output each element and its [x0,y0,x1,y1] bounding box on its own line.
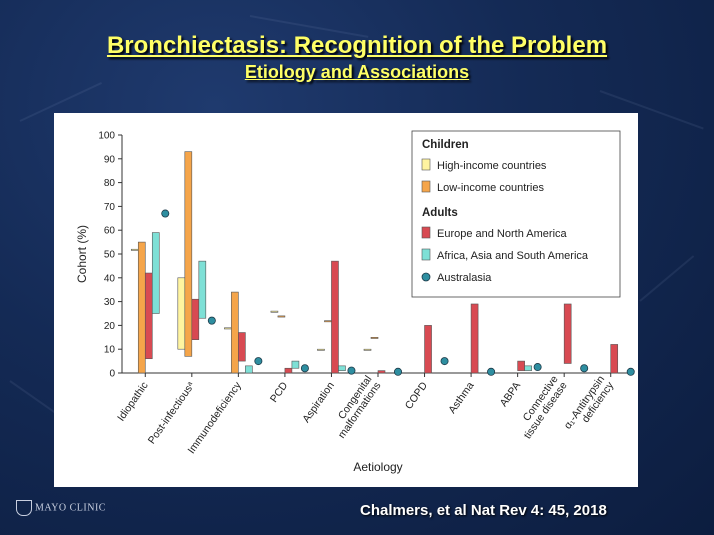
legend-swatch [421,248,431,261]
data-bar [563,303,572,364]
x-tick-label: Post-infectiousa [146,380,198,447]
x-tick-label-line: Idiopathic [115,380,151,424]
data-bar [338,365,346,371]
x-tick-label-line: Post-infectious [146,383,195,446]
x-tick-label: PCD [268,379,291,404]
data-point [533,363,542,372]
x-tick-label: Connectivetissue disease [513,373,570,441]
data-bar [238,332,246,362]
legend-label: Africa, Asia and South America [437,250,589,262]
data-point [207,316,216,325]
data-bar [231,291,239,374]
citation: Chalmers, et al Nat Rev 4: 45, 2018 [360,502,607,519]
x-tick-label: COPD [403,380,430,412]
x-axis-label: Aetiology [353,460,402,474]
x-tick-label-line: PCD [268,379,291,404]
y-axis-label: Cohort (%) [75,225,89,283]
data-bar [424,325,432,374]
logo-text: MAYO CLINIC [35,502,106,514]
data-bar [331,260,339,374]
legend-heading-adults: Adults [422,207,458,219]
data-bar [524,365,532,371]
background-streak [639,255,695,302]
data-bar [363,348,372,351]
y-tick-label: 10 [104,345,116,356]
data-bar [151,232,160,314]
data-point [626,367,635,376]
data-bar [144,272,153,360]
data-bar [177,277,186,350]
chart-panel: 0 10 20 30 40 50 60 70 80 90 100 Cohort (%) Aetiolog… [54,113,638,487]
data-bar [184,151,193,357]
data-point [347,366,356,375]
x-tick-label-line: ABPA [498,380,523,409]
bar-chart: 0 10 20 30 40 50 60 70 80 90 100 Cohort (%) Aetiolog… [75,130,635,474]
legend-swatch [421,180,431,193]
x-tick-label: Aspiration [300,380,337,425]
y-tick-label: 60 [104,226,116,237]
legend-label: Europe and North America [437,228,568,240]
data-bar [284,367,293,374]
data-bar [198,260,207,319]
data-bar [317,348,325,351]
legend-box [411,130,621,298]
x-tick-label: Asthma [446,380,476,416]
data-bar [470,303,479,374]
y-tick-label: 80 [104,178,116,189]
data-bar [245,365,253,374]
data-point [487,367,496,376]
data-bar [224,327,232,330]
data-bar [610,344,619,374]
slide-subtitle: Etiology and Associations [244,62,470,82]
data-point [393,367,402,376]
x-tick-label-line: Aspiration [300,380,337,425]
legend-label: Australasia [437,272,492,284]
y-tick-label: 20 [104,321,116,332]
legend-swatch [421,226,431,239]
data-bar [270,310,279,313]
data-bar [277,315,286,318]
data-bar [291,360,300,369]
slide-title: Bronchiectasis: Recognition of the Probl… [106,32,608,59]
data-bar [130,248,139,251]
data-point [254,357,263,366]
data-bar [137,241,146,374]
data-bar [370,337,379,339]
x-tick-label-line: COPD [403,380,430,412]
data-bar [191,298,200,340]
data-bar [324,320,332,323]
y-tick-label: 100 [98,131,115,142]
y-tick-label: 50 [104,250,116,261]
legend-heading-children: Children [422,139,469,151]
data-bar [377,370,386,374]
data-point [440,357,449,366]
x-tick-label: Idiopathic [115,380,151,424]
background-streak [9,380,60,417]
mayo-clinic-logo: MAYO CLINIC [16,500,106,516]
data-bar [517,360,525,371]
shield-icon [16,500,32,516]
legend-swatch [421,272,431,282]
legend-label: High-income countries [437,160,547,172]
y-tick-label: 70 [104,202,116,213]
data-point [580,364,589,373]
y-tick-label: 30 [104,297,116,308]
x-tick-label-footnote: a [186,380,194,387]
x-tick-label-line: Asthma [446,380,476,416]
legend-swatch [421,158,431,171]
y-tick-label: 90 [104,154,116,165]
y-tick-label: 0 [109,369,115,380]
data-point [300,364,309,373]
data-point [161,209,170,218]
legend-label: Low-income countries [437,182,544,194]
x-tick-label: ABPA [498,380,523,409]
x-tick-label: α₁-Antitrypsindeficiency [562,373,617,438]
x-tick-label: Congenitalmalformations [327,374,384,441]
y-tick-label: 40 [104,273,116,284]
